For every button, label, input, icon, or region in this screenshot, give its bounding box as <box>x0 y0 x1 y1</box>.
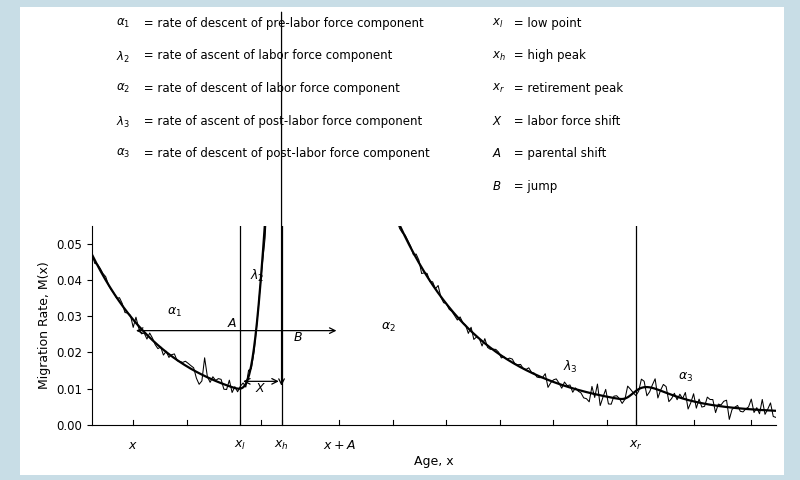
Text: $X$: $X$ <box>255 382 266 395</box>
Text: = rate of descent of post-labor force component: = rate of descent of post-labor force co… <box>140 147 430 160</box>
Text: = rate of ascent of post-labor force component: = rate of ascent of post-labor force com… <box>140 115 422 128</box>
Text: = labor force shift: = labor force shift <box>510 115 621 128</box>
Text: $\alpha_3$: $\alpha_3$ <box>678 371 693 384</box>
Text: $B$: $B$ <box>293 331 303 344</box>
Text: $B$: $B$ <box>492 180 502 193</box>
Text: $\alpha_1$: $\alpha_1$ <box>116 17 130 30</box>
Text: = high peak: = high peak <box>510 49 586 62</box>
Text: $x_h$: $x_h$ <box>492 49 506 62</box>
Text: = jump: = jump <box>510 180 558 193</box>
Text: $\lambda_3$: $\lambda_3$ <box>116 115 130 130</box>
Text: $\alpha_2$: $\alpha_2$ <box>382 321 396 334</box>
Text: = rate of descent of pre-labor force component: = rate of descent of pre-labor force com… <box>140 17 424 30</box>
Text: = rate of descent of labor force component: = rate of descent of labor force compone… <box>140 82 400 95</box>
Text: = rate of ascent of labor force component: = rate of ascent of labor force componen… <box>140 49 392 62</box>
Text: $\alpha_2$: $\alpha_2$ <box>116 82 130 95</box>
Text: $\lambda_3$: $\lambda_3$ <box>562 359 578 375</box>
Text: $\lambda_2$: $\lambda_2$ <box>116 49 130 64</box>
Text: $x_l$: $x_l$ <box>492 17 503 30</box>
Text: $x + A$: $x + A$ <box>323 439 356 452</box>
Text: $X$: $X$ <box>492 115 502 128</box>
Text: $x_r$: $x_r$ <box>492 82 505 95</box>
Text: $x_r$: $x_r$ <box>629 439 642 452</box>
Text: $\lambda_2$: $\lambda_2$ <box>250 268 264 284</box>
Y-axis label: Migration Rate, M(x): Migration Rate, M(x) <box>38 261 50 389</box>
Text: $\alpha_1$: $\alpha_1$ <box>167 306 182 319</box>
Text: $x_l$: $x_l$ <box>234 439 246 452</box>
X-axis label: Age, x: Age, x <box>414 456 454 468</box>
Text: = parental shift: = parental shift <box>510 147 606 160</box>
Text: = retirement peak: = retirement peak <box>510 82 623 95</box>
Text: $x_h$: $x_h$ <box>274 439 289 452</box>
Text: $A$: $A$ <box>227 317 238 330</box>
Text: = low point: = low point <box>510 17 582 30</box>
Text: $\alpha_3$: $\alpha_3$ <box>116 147 130 160</box>
Text: $A$: $A$ <box>492 147 502 160</box>
Text: $x$: $x$ <box>128 439 138 452</box>
